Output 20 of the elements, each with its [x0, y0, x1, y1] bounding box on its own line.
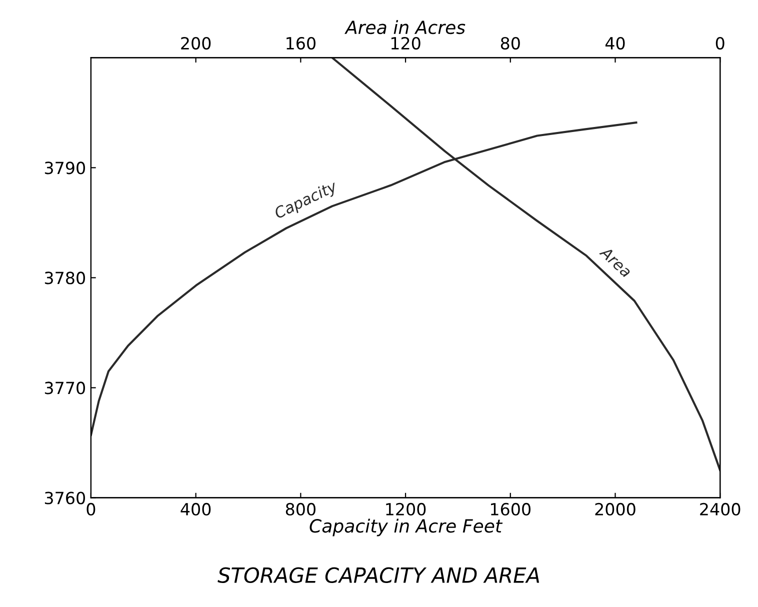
y-tick-label: 3770	[44, 382, 85, 394]
text: STORAGE CAPACITY AND AREA	[218, 567, 540, 584]
x-tick-label: 2400	[700, 502, 740, 516]
x-tick-label: 2000	[595, 502, 636, 516]
x2-tick-label: 160	[286, 36, 316, 50]
x-tick-label: 1600	[491, 502, 530, 516]
x-tick-label: 400	[180, 502, 211, 516]
y-tick-label: 3780	[44, 272, 85, 284]
x-tick-label: 1200	[386, 502, 426, 516]
x2-tick-label: 200	[181, 36, 211, 50]
x-tick-label: 800	[286, 502, 316, 516]
x-axis-title: Capacity in Acre Feet	[310, 518, 503, 536]
x2-axis-title: Area in Acres	[344, 20, 466, 34]
x2-tick-label: 80	[500, 36, 520, 50]
y-tick-label: 3760	[44, 492, 85, 504]
x2-tick-label: 40	[605, 36, 625, 50]
y-tick-label: 3790	[44, 162, 85, 174]
x-tick-label: 0	[86, 502, 96, 516]
x2-tick-label: 120	[391, 36, 420, 50]
x2-tick-label: 0	[716, 36, 724, 50]
